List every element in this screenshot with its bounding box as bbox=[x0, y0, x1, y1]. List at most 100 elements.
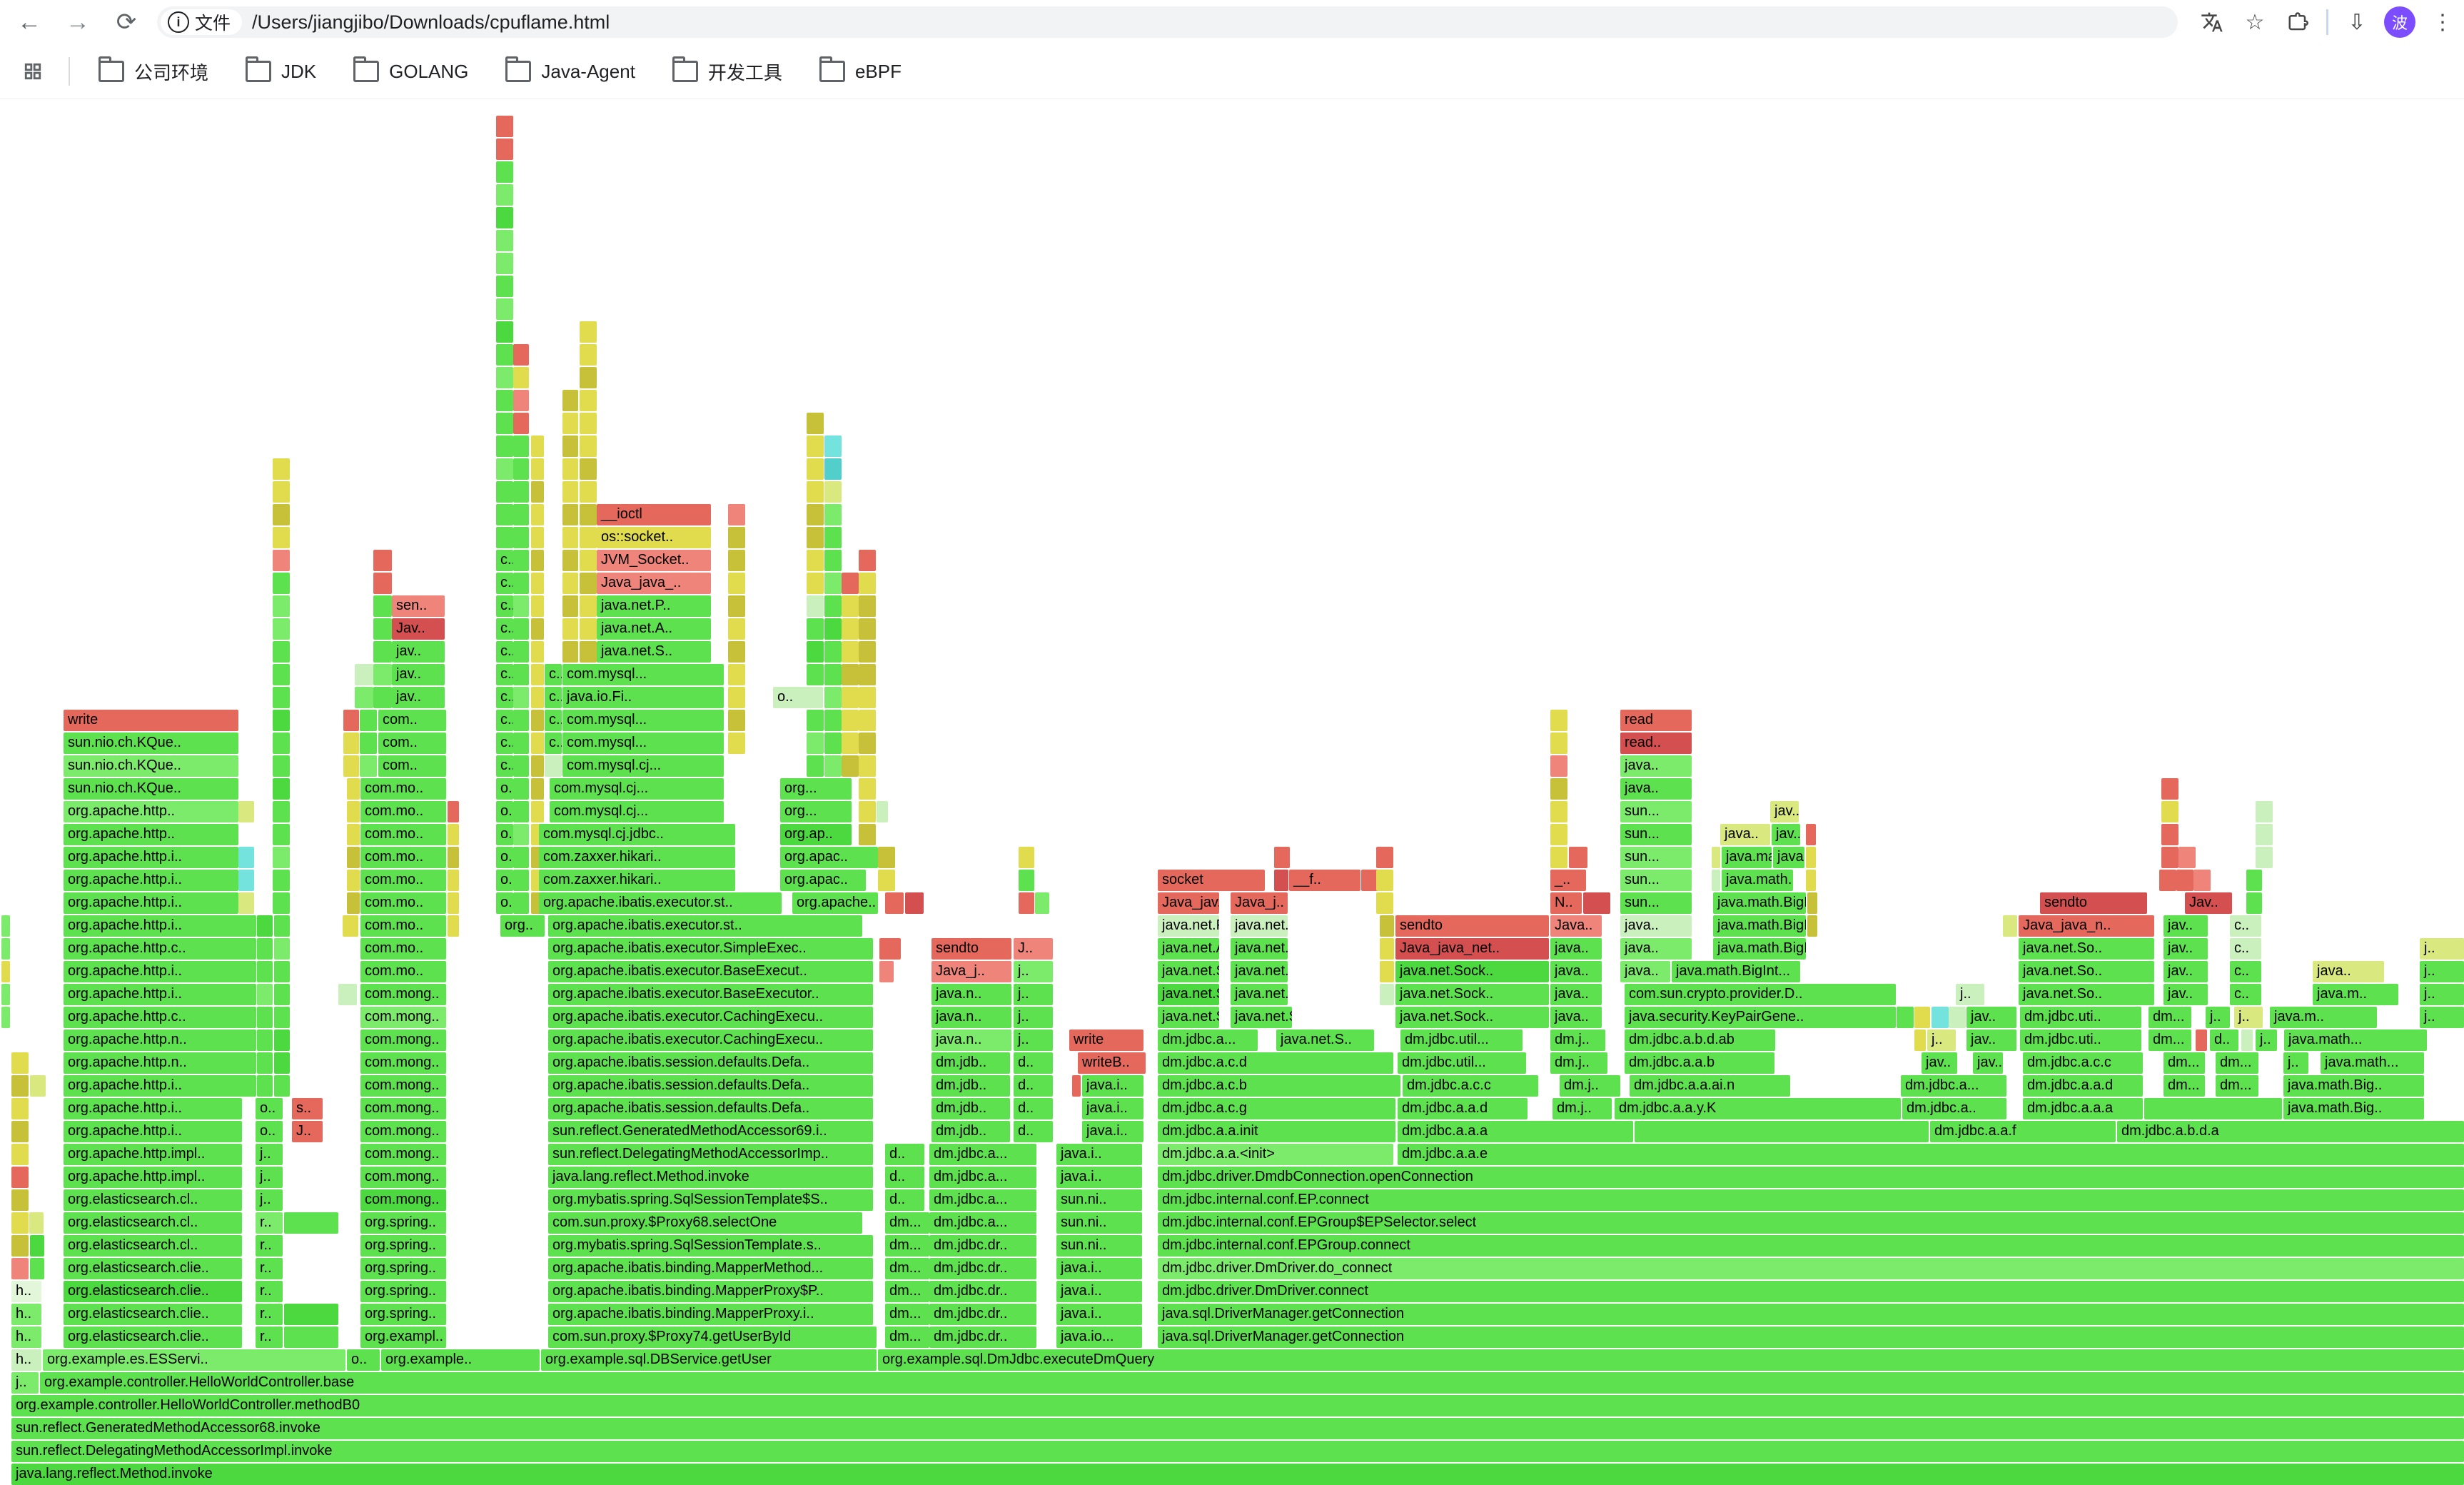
flame-frame[interactable] bbox=[338, 984, 357, 1005]
flame-frame[interactable] bbox=[807, 664, 824, 685]
flame-frame[interactable] bbox=[1035, 892, 1049, 914]
flame-frame[interactable] bbox=[513, 344, 529, 366]
flame-frame-dm-jdb[interactable]: dm.jdb.. bbox=[931, 1075, 1010, 1097]
flame-frame-dm-jdbc-driver-dmdriver-connect[interactable]: dm.jdbc.driver.DmDriver.connect bbox=[1158, 1281, 2464, 1302]
address-bar[interactable]: i 文件 /Users/jiangjibo/Downloads/cpuflame… bbox=[157, 6, 2178, 38]
flame-frame[interactable] bbox=[238, 847, 254, 868]
flame-frame[interactable] bbox=[1, 1007, 10, 1028]
flame-frame[interactable] bbox=[496, 321, 513, 343]
flame-frame[interactable] bbox=[1949, 1007, 1966, 1028]
flame-frame-com-mong[interactable]: com.mong.. bbox=[360, 984, 446, 1005]
flame-frame-java-net-a[interactable]: java.net.A.. bbox=[1158, 938, 1219, 960]
flame-frame[interactable] bbox=[1807, 915, 1817, 937]
flame-frame-j[interactable]: j.. bbox=[2206, 1007, 2230, 1028]
flame-frame-com-mong[interactable]: com.mong.. bbox=[360, 1075, 446, 1097]
flame-frame[interactable] bbox=[1361, 870, 1378, 891]
flame-frame[interactable] bbox=[1, 961, 10, 982]
flame-frame-read[interactable]: read.. bbox=[1620, 733, 1692, 754]
flame-frame-dm[interactable]: dm... bbox=[2163, 1075, 2205, 1097]
flame-frame[interactable] bbox=[373, 573, 392, 594]
flame-frame-o[interactable]: o.. bbox=[773, 687, 823, 708]
flame-frame-org-spring[interactable]: org.spring.. bbox=[360, 1235, 446, 1257]
flame-frame[interactable] bbox=[257, 1007, 273, 1028]
flame-frame-c[interactable]: c.. bbox=[2230, 938, 2261, 960]
flame-frame[interactable] bbox=[531, 458, 544, 480]
flame-frame[interactable] bbox=[11, 1212, 29, 1234]
flame-frame[interactable] bbox=[859, 573, 876, 594]
flame-frame-java-java-net[interactable]: Java_java_net.. bbox=[1395, 938, 1549, 960]
flame-frame-j[interactable]: j.. bbox=[11, 1372, 39, 1394]
flame-frame[interactable] bbox=[807, 527, 824, 548]
flame-frame-sun[interactable]: sun... bbox=[1620, 892, 1692, 914]
forward-button[interactable]: → bbox=[66, 8, 90, 36]
flame-frame-com-zaxxer-hikari[interactable]: com.zaxxer.hikari.. bbox=[539, 847, 735, 868]
flame-frame[interactable] bbox=[513, 458, 529, 480]
flame-frame[interactable] bbox=[2196, 1030, 2207, 1051]
flame-frame-java-io[interactable]: java.io... bbox=[1056, 1327, 1142, 1348]
flame-frame[interactable] bbox=[273, 641, 290, 663]
flame-frame-jav[interactable]: jav.. bbox=[1770, 801, 1799, 822]
flame-frame[interactable] bbox=[842, 687, 859, 708]
flame-frame[interactable] bbox=[284, 1304, 338, 1325]
flame-frame[interactable] bbox=[360, 755, 377, 777]
flame-frame-java-math[interactable]: java.math... bbox=[1722, 870, 1793, 891]
profile-avatar[interactable]: 波 bbox=[2384, 6, 2415, 38]
flame-frame-dm-jdbc-a-a-a[interactable]: dm.jdbc.a.a.a bbox=[2023, 1098, 2143, 1119]
flame-frame-j[interactable]: j.. bbox=[2234, 1007, 2263, 1028]
flame-frame-dm-jdbc-a[interactable]: dm.jdbc.a... bbox=[929, 1167, 1036, 1188]
flame-frame[interactable] bbox=[238, 892, 254, 914]
flame-frame[interactable] bbox=[2161, 778, 2178, 800]
flame-frame[interactable] bbox=[824, 595, 842, 617]
flame-frame[interactable] bbox=[496, 184, 513, 206]
bookmark-folder-5[interactable]: eBPF bbox=[801, 51, 920, 91]
flame-frame[interactable] bbox=[1932, 1007, 1949, 1028]
flame-frame[interactable] bbox=[30, 1235, 44, 1257]
flame-frame[interactable] bbox=[513, 641, 529, 663]
flame-frame[interactable] bbox=[373, 595, 392, 617]
flame-frame[interactable] bbox=[513, 618, 529, 640]
flame-frame[interactable] bbox=[373, 664, 392, 685]
flame-frame-dm-jdbc-a[interactable]: dm.jdbc.a... bbox=[1158, 1030, 1258, 1051]
flame-frame[interactable] bbox=[513, 710, 529, 731]
flame-frame[interactable] bbox=[273, 824, 290, 845]
flame-frame[interactable] bbox=[496, 139, 513, 160]
flame-frame-java-math-bigi[interactable]: java.math.BigI.. bbox=[1713, 915, 1806, 937]
flame-frame[interactable] bbox=[273, 550, 290, 571]
flame-frame[interactable] bbox=[1914, 1030, 1926, 1051]
flame-frame-r[interactable]: r.. bbox=[256, 1258, 283, 1279]
flame-frame[interactable] bbox=[824, 641, 842, 663]
flame-frame-j[interactable]: j.. bbox=[1014, 984, 1053, 1005]
flame-frame[interactable] bbox=[238, 870, 254, 891]
flame-frame-org-apache-http-impl[interactable]: org.apache.http.impl.. bbox=[64, 1144, 242, 1165]
flame-frame[interactable] bbox=[347, 801, 360, 822]
flame-frame[interactable] bbox=[562, 618, 578, 640]
flame-frame-j[interactable]: j.. bbox=[2420, 984, 2464, 1005]
flame-frame-sun-nio-ch-kque[interactable]: sun.nio.ch.KQue.. bbox=[64, 733, 238, 754]
flame-frame[interactable] bbox=[1019, 847, 1034, 868]
flame-frame-org-apache-http-i[interactable]: org.apache.http.i.. bbox=[64, 915, 256, 937]
flame-frame-o[interactable]: o.. bbox=[496, 892, 513, 914]
flame-frame[interactable] bbox=[531, 573, 544, 594]
flame-frame[interactable] bbox=[807, 733, 824, 754]
flame-frame-org-mybatis-spring-sqlsessiontemplate-s[interactable]: org.mybatis.spring.SqlSessionTemplate$S.… bbox=[548, 1189, 873, 1211]
flame-frame-o[interactable]: o.. bbox=[496, 824, 513, 845]
flame-frame-jvm-socket[interactable]: JVM_Socket.. bbox=[597, 550, 711, 571]
flame-frame-dm-jdbc-a-a-init[interactable]: dm.jdbc.a.a.<init> bbox=[1158, 1144, 1393, 1165]
flame-frame-java-n[interactable]: java.n.. bbox=[931, 984, 1011, 1005]
flame-frame-org-apac[interactable]: org.apac.. bbox=[780, 870, 866, 891]
flame-frame[interactable] bbox=[355, 687, 373, 708]
flame-frame-dm-jdbc-a-c-c[interactable]: dm.jdbc.a.c.c bbox=[2023, 1052, 2143, 1074]
flame-frame-d[interactable]: d.. bbox=[1014, 1121, 1053, 1142]
flame-frame[interactable] bbox=[580, 618, 597, 640]
flame-frame-j[interactable]: J.. bbox=[1014, 938, 1053, 960]
flame-frame-org-apache-http-i[interactable]: org.apache.http.i.. bbox=[64, 847, 238, 868]
flame-frame-com-mo[interactable]: com.mo.. bbox=[360, 801, 446, 822]
flame-frame[interactable] bbox=[859, 778, 876, 800]
flame-frame-d[interactable]: d.. bbox=[1014, 1052, 1053, 1074]
flame-frame-dm-jdbc-dr[interactable]: dm.jdbc.dr.. bbox=[929, 1304, 1036, 1325]
flame-frame[interactable] bbox=[273, 504, 290, 525]
flame-frame-org-apache-http-c[interactable]: org.apache.http.c.. bbox=[64, 1007, 256, 1028]
flame-frame-com-zaxxer-hikari[interactable]: com.zaxxer.hikari.. bbox=[539, 870, 735, 891]
flame-frame[interactable] bbox=[728, 595, 745, 617]
flame-frame-c[interactable]: c.. bbox=[2230, 915, 2261, 937]
